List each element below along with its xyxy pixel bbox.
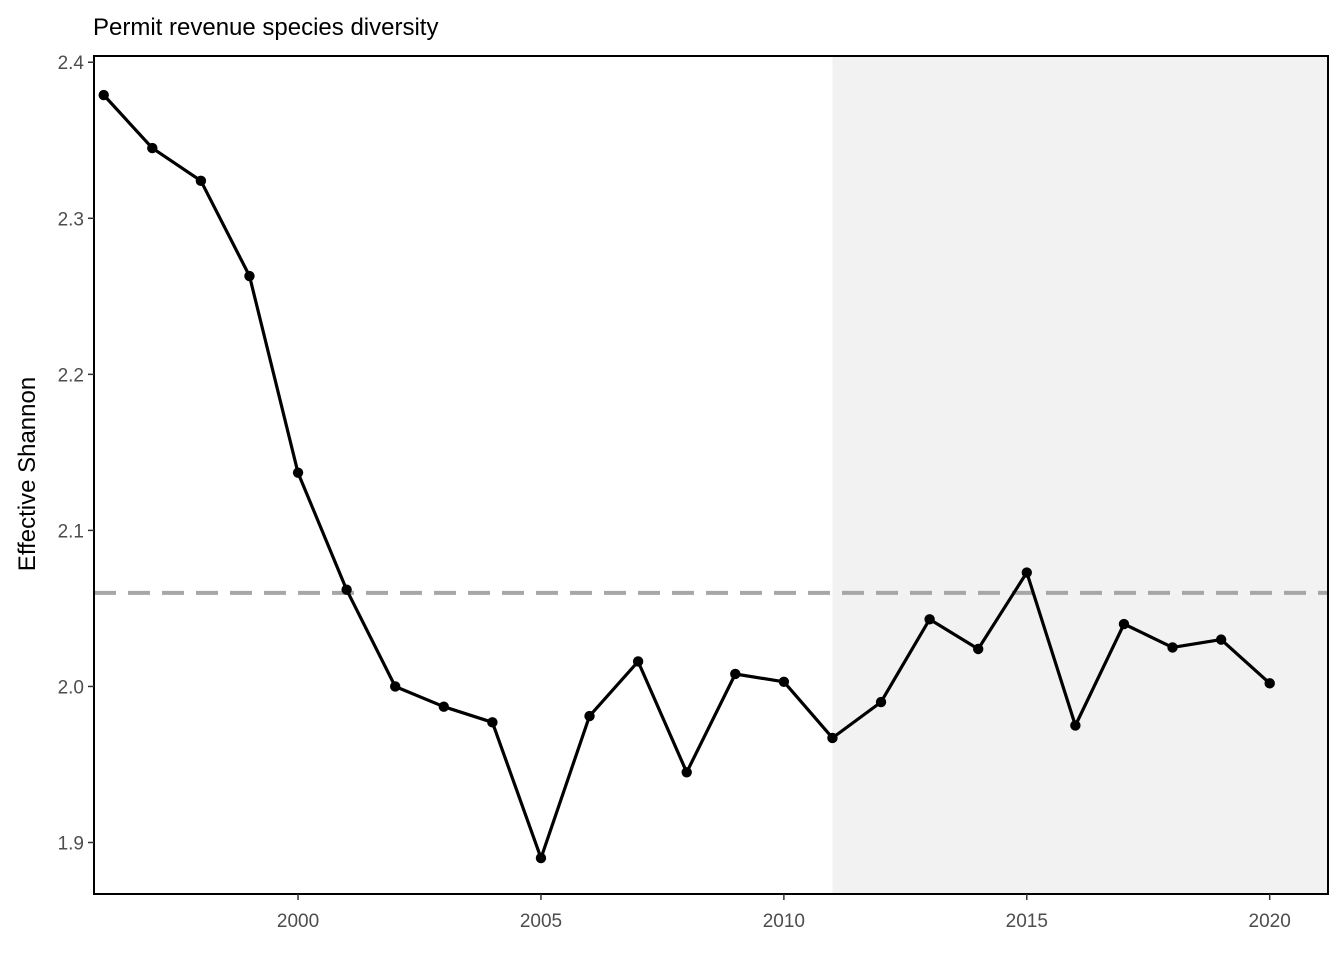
plot-area: 1.9 2.0 2.1 2.2 2.3 2.4 2000 2005 2010 2015 2020 bbox=[58, 53, 1329, 932]
y-tick-label: 1.9 bbox=[58, 834, 84, 855]
data-point-2014 bbox=[973, 643, 984, 655]
data-point-2013 bbox=[924, 614, 935, 625]
data-point-1997 bbox=[147, 142, 158, 154]
data-point-2010 bbox=[778, 676, 790, 687]
chart-title: Permit revenue species diversity bbox=[93, 14, 438, 41]
y-tick-label: 2.1 bbox=[58, 521, 84, 542]
shaded-region bbox=[832, 56, 1328, 894]
data-point-2015 bbox=[1021, 567, 1032, 578]
data-point-2004 bbox=[487, 717, 498, 728]
data-point-2020 bbox=[1264, 678, 1275, 689]
x-tick-label: 2015 bbox=[1006, 911, 1048, 932]
x-tick-label: 2005 bbox=[520, 911, 562, 932]
panel-border bbox=[93, 55, 1329, 895]
y-axis-title: Effective Shannon bbox=[14, 377, 41, 571]
y-tick-label: 2.2 bbox=[58, 365, 84, 386]
data-point-2018 bbox=[1167, 642, 1178, 653]
data-point-2002 bbox=[390, 681, 401, 692]
data-point-2012 bbox=[875, 696, 887, 708]
x-tick-label: 2010 bbox=[763, 911, 805, 932]
x-tick-label: 2000 bbox=[277, 911, 319, 932]
data-point-2005 bbox=[535, 852, 547, 864]
data-point-1999 bbox=[244, 270, 255, 282]
data-point-2007 bbox=[632, 656, 644, 667]
y-tick-label: 2.0 bbox=[58, 677, 84, 698]
data-point-2000 bbox=[292, 467, 304, 478]
data-point-1998 bbox=[195, 175, 207, 187]
data-point-2006 bbox=[584, 710, 595, 722]
y-tick-label: 2.3 bbox=[58, 209, 84, 230]
data-point-2008 bbox=[681, 767, 692, 778]
data-point-2017 bbox=[1118, 618, 1130, 630]
data-point-2001 bbox=[341, 584, 352, 595]
data-point-2009 bbox=[730, 668, 741, 680]
data-point-2011 bbox=[827, 732, 838, 744]
data-point-2019 bbox=[1215, 634, 1227, 645]
data-point-1996 bbox=[98, 89, 109, 101]
y-tick-label: 2.4 bbox=[58, 53, 85, 74]
data-point-2003 bbox=[438, 701, 449, 712]
data-point-2016 bbox=[1070, 720, 1081, 731]
x-tick-label: 2020 bbox=[1249, 911, 1291, 932]
